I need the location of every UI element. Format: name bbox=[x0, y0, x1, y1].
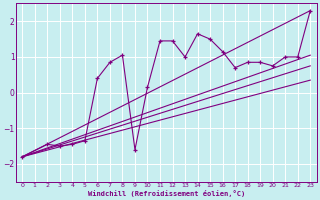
X-axis label: Windchill (Refroidissement éolien,°C): Windchill (Refroidissement éolien,°C) bbox=[88, 190, 245, 197]
